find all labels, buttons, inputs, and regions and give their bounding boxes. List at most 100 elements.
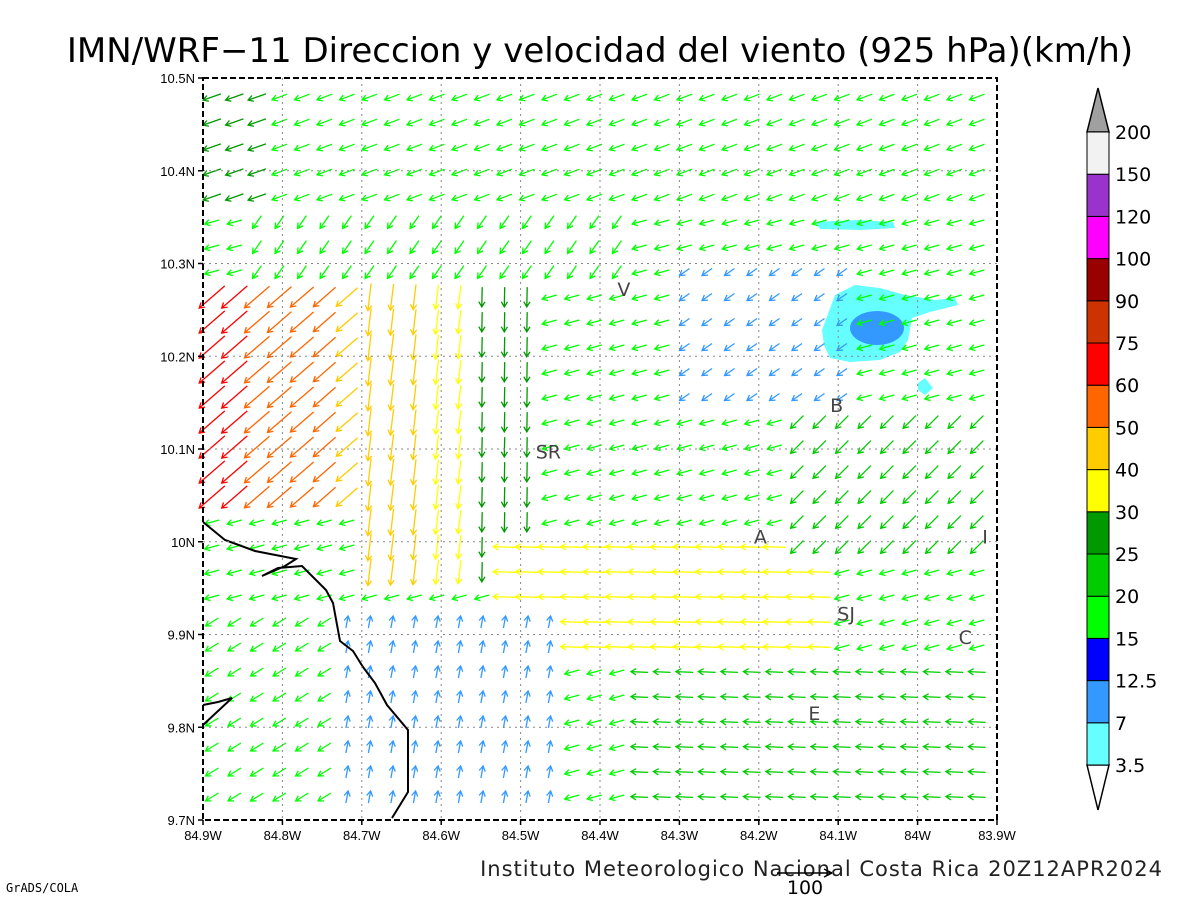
wind-vector <box>764 668 784 676</box>
wind-vector <box>432 309 440 336</box>
wind-vector <box>608 744 625 752</box>
wind-vector <box>608 494 625 502</box>
wind-vector <box>694 568 719 576</box>
wind-vector <box>274 240 285 255</box>
wind-vector <box>411 714 419 729</box>
wind-vector <box>923 394 940 402</box>
wind-vector <box>364 508 373 537</box>
wind-vector <box>224 118 244 127</box>
wind-vector <box>768 342 780 352</box>
colorbar-segment <box>1086 258 1110 302</box>
wind-vector <box>857 490 872 505</box>
wind-vector <box>386 240 397 255</box>
wind-vector <box>563 694 580 702</box>
wind-vector <box>544 215 555 230</box>
wind-vector <box>967 793 986 801</box>
wind-vector <box>428 143 445 152</box>
wind-vector <box>967 743 986 751</box>
wind-vector <box>266 311 292 334</box>
wind-vector <box>546 614 554 629</box>
wind-vector <box>270 168 288 177</box>
colorbar-label: 50 <box>1115 417 1139 439</box>
wind-vector <box>243 485 270 509</box>
x-tick-label: 84.4W <box>581 828 619 843</box>
wind-vector <box>967 693 986 701</box>
wind-vector <box>220 460 248 484</box>
wind-vector <box>810 168 828 177</box>
wind-vector <box>563 769 580 777</box>
wind-vector <box>922 768 941 776</box>
wind-vector <box>387 483 395 512</box>
x-axis: 84.9W 84.8W 84.7W 84.6W 84.5W 84.4W 84.3W 84.2W… <box>184 820 1017 843</box>
wind-vector <box>546 664 554 679</box>
wind-vector <box>366 739 374 754</box>
wind-vector <box>581 618 606 626</box>
wind-vector <box>833 569 850 577</box>
wind-vector <box>947 465 962 480</box>
wind-vector <box>630 219 647 227</box>
wind-vector <box>317 792 332 802</box>
wind-vector <box>589 265 600 280</box>
wind-vector <box>626 568 651 576</box>
wind-vector <box>833 594 850 602</box>
wind-vector <box>540 494 557 502</box>
wind-vector <box>787 668 806 676</box>
wind-vector <box>652 718 671 726</box>
wind-vector <box>968 93 985 102</box>
wind-vector <box>270 544 287 552</box>
wind-vector <box>585 794 602 802</box>
wind-vector <box>312 461 337 483</box>
wind-vector <box>293 594 310 602</box>
wind-vector <box>922 668 941 676</box>
wind-vector <box>652 768 671 776</box>
wind-vector <box>899 768 919 776</box>
wind-vector <box>243 410 270 434</box>
wind-vector <box>902 415 917 430</box>
wind-vector <box>409 309 418 336</box>
wind-vector <box>947 440 962 455</box>
wind-vector <box>388 764 396 779</box>
wind-vector <box>315 519 332 527</box>
wind-vector <box>227 617 242 627</box>
wind-vector <box>366 789 374 804</box>
wind-vector <box>456 639 464 654</box>
wind-vector <box>338 168 355 177</box>
wind-vector <box>809 718 829 726</box>
wind-vector <box>608 394 625 402</box>
wind-vector <box>343 614 351 629</box>
wind-vector <box>523 764 531 779</box>
wind-vector <box>698 219 715 227</box>
wind-vector <box>251 240 262 255</box>
wind-vector <box>700 367 713 377</box>
wind-vector <box>450 168 468 177</box>
wind-vector <box>364 408 373 437</box>
wind-vector <box>225 244 242 252</box>
wind-vector <box>652 693 671 701</box>
wind-vector <box>697 693 716 701</box>
wind-vector <box>495 118 513 127</box>
wind-vector <box>671 643 696 651</box>
wind-vector <box>272 767 287 777</box>
wind-vector <box>432 459 440 486</box>
wind-vector <box>566 265 577 280</box>
wind-vector <box>833 193 850 202</box>
wind-vector <box>878 118 895 127</box>
wind-vector <box>789 515 804 530</box>
wind-vector <box>878 143 895 152</box>
wind-vector <box>293 168 310 177</box>
wind-vector <box>220 410 248 434</box>
wind-vector <box>878 219 895 227</box>
wind-vector <box>694 618 719 626</box>
wind-vector <box>608 294 625 302</box>
wind-vector <box>563 168 580 177</box>
wind-vector <box>629 743 649 751</box>
wind-vector <box>432 359 440 386</box>
wind-vector <box>478 387 486 409</box>
wind-vector <box>289 386 315 408</box>
wind-vector <box>653 294 670 302</box>
wind-vector <box>319 215 330 230</box>
wind-vector <box>630 269 647 277</box>
wind-vector <box>585 344 602 352</box>
wind-vector <box>432 534 440 561</box>
wind-vector <box>585 369 602 377</box>
